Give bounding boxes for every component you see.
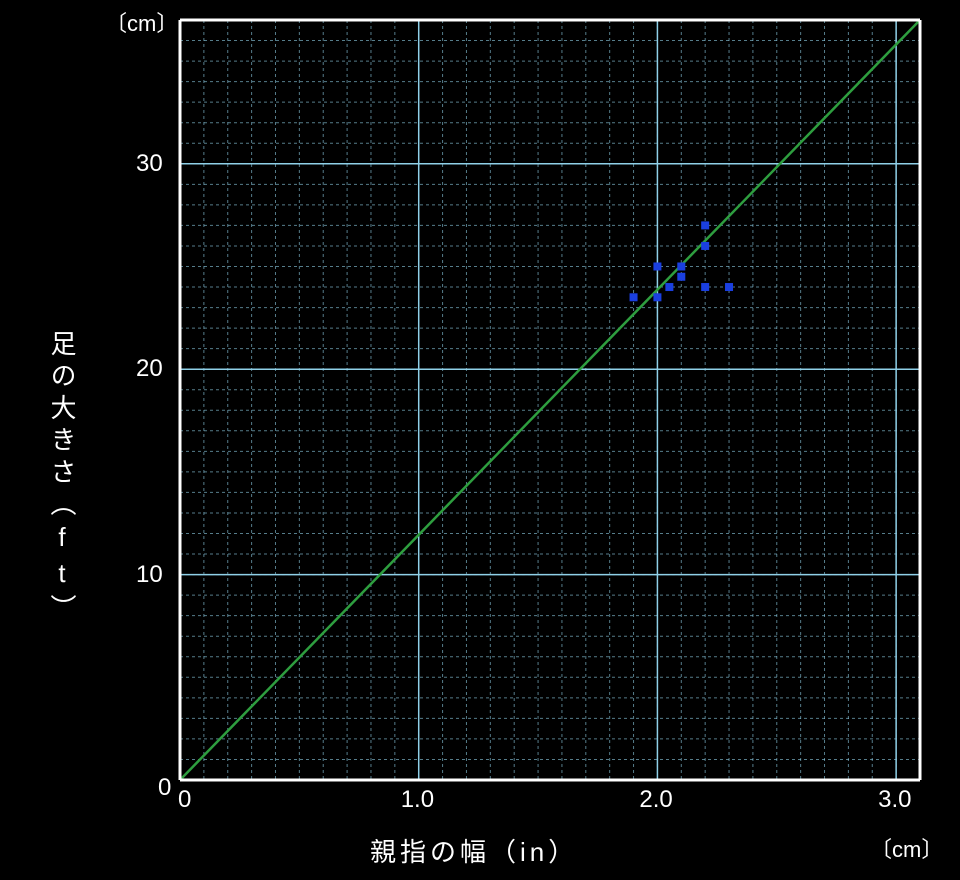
x-tick-label: 1.0: [401, 786, 434, 814]
origin-label: 0: [158, 774, 171, 802]
y-axis-unit: 〔cm〕: [105, 6, 178, 38]
chart-container: 〔cm〕 〔cm〕 足の大きさ（ft） 親指の幅（in） 1.0 2.0 3.0 10…: [0, 0, 960, 880]
y-axis-label: 足の大きさ（ft）: [44, 330, 81, 626]
x-axis-label: 親指の幅（in）: [370, 832, 578, 869]
x-tick-label: 2.0: [639, 786, 672, 814]
x-axis-unit: 〔cm〕: [870, 832, 943, 864]
chart-svg: [0, 0, 960, 880]
y-tick-label: 20: [136, 355, 163, 383]
origin-x-label: 0: [178, 786, 191, 814]
y-tick-label: 30: [136, 150, 163, 178]
y-tick-label: 10: [136, 561, 163, 589]
x-tick-label: 3.0: [878, 786, 911, 814]
